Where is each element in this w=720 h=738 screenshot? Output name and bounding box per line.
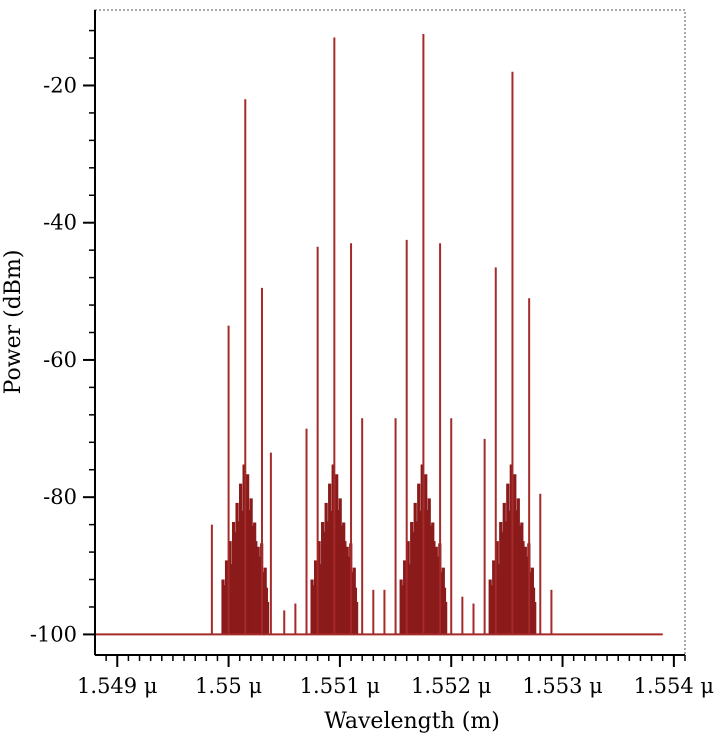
y-axis-ticks: -20 -40 -60 -80 -100	[30, 29, 95, 646]
x-tick-label: 1.552 μ	[411, 674, 491, 698]
y-axis-title: Power (dBm)	[1, 250, 26, 395]
spectral-lines-group	[210, 34, 553, 635]
plot-area	[94, 9, 686, 656]
y-tick-label: -100	[30, 622, 77, 646]
x-tick-label: 1.553 μ	[522, 674, 602, 698]
x-axis-ticks: 1.549 μ 1.55 μ 1.551 μ 1.552 μ 1.553 μ 1.554 …	[77, 655, 714, 698]
dense-sideband-group	[221, 464, 537, 635]
y-tick-label: -40	[43, 211, 77, 235]
x-tick-label: 1.549 μ	[77, 674, 157, 698]
y-tick-label: -60	[43, 348, 77, 372]
x-tick-label: 1.55 μ	[195, 674, 262, 698]
y-tick-label: -20	[43, 73, 77, 97]
dense-region-4	[488, 464, 537, 635]
x-tick-label: 1.551 μ	[300, 674, 380, 698]
x-axis-title: Wavelength (m)	[324, 709, 500, 734]
y-tick-label: -80	[43, 485, 77, 509]
x-tick-label: 1.554 μ	[634, 674, 714, 698]
